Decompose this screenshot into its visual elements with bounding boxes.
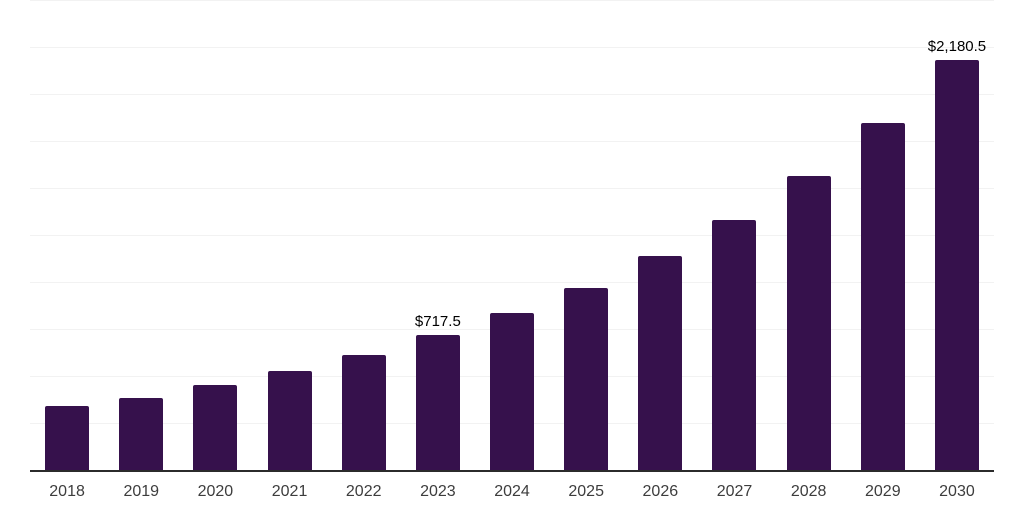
x-tick-label-2020: 2020 [197,483,234,500]
gridline-2250 [30,47,994,48]
x-axis-line [30,470,994,472]
bars-container: $717.5 $2,180.5 [30,0,994,470]
bar-2027[interactable] [712,219,757,470]
bar-2023[interactable] [415,335,460,470]
bar-2018[interactable] [45,406,90,470]
bar-slot-2024 [475,0,549,470]
gridline-2500 [30,0,994,1]
x-tick-label-2021: 2021 [271,483,308,500]
bar-slot-2027 [697,0,771,470]
x-tick-label-2026: 2026 [642,483,679,500]
bar-slot-2030: $2,180.5 [920,0,994,470]
bar-slot-2026 [623,0,697,470]
x-axis-labels: 2018 2019 2020 2021 2022 2023 2024 2025 2026 2027… [30,482,994,502]
x-tick-label-2018: 2018 [49,483,85,500]
gridline-1250 [30,235,994,236]
bar-slot-2022 [327,0,401,470]
bar-2020[interactable] [193,385,238,470]
bar-slot-2021 [252,0,326,470]
bar-2022[interactable] [341,354,386,470]
bar-2019[interactable] [119,398,164,470]
x-tick-label-2025: 2025 [568,483,604,500]
bar-slot-2023: $717.5 [401,0,475,470]
x-tick-label-2029: 2029 [865,483,901,500]
bar-2028[interactable] [786,175,831,470]
bar-slot-2020 [178,0,252,470]
x-tick-label-2023: 2023 [420,483,456,500]
plot-area: $717.5 $2,180.5 [30,0,994,472]
gridline-2000 [30,94,994,95]
x-tick-label-2028: 2028 [790,483,827,500]
bar-2025[interactable] [564,288,609,470]
bar-2029[interactable] [860,123,905,470]
bar-2030[interactable] [934,60,979,470]
x-tick-label-2030: 2030 [939,483,975,500]
x-tick-label-2022: 2022 [345,483,382,500]
bar-2026[interactable] [638,256,683,470]
bar-value-label-2023: $717.5 [414,313,461,331]
bar-value-label-2030: $2,180.5 [927,38,987,56]
x-tick-label-2027: 2027 [716,483,753,500]
gridline-1500 [30,188,994,189]
x-tick-label-2019: 2019 [123,483,160,500]
bar-2021[interactable] [267,370,312,470]
bar-slot-2018 [30,0,104,470]
x-tick-label-2024: 2024 [494,483,530,500]
bar-slot-2028 [772,0,846,470]
bar-slot-2025 [549,0,623,470]
gridline-1750 [30,141,994,142]
bar-slot-2029 [846,0,920,470]
bar-2024[interactable] [490,313,535,470]
gridline-1000 [30,282,994,283]
bar-slot-2019 [104,0,178,470]
